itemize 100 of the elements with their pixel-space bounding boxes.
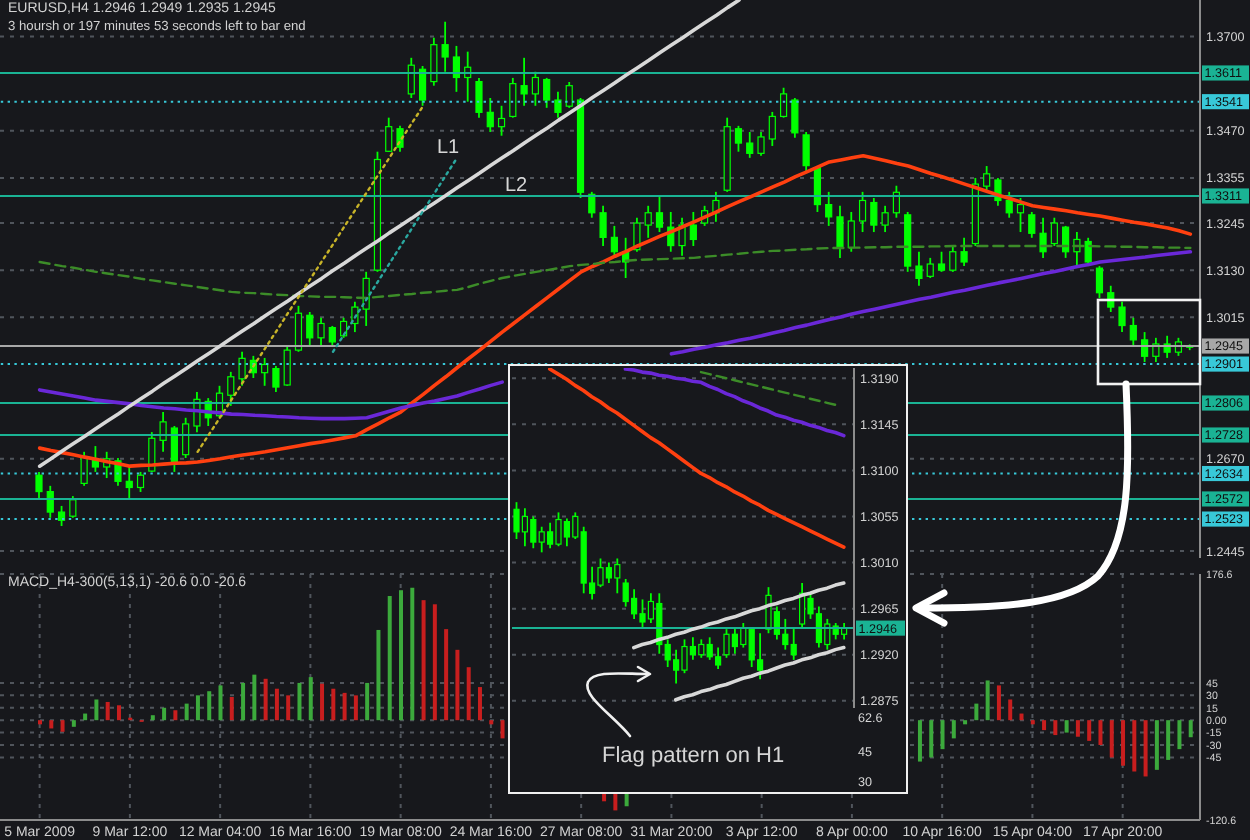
bar [207, 691, 212, 721]
candlestick [599, 204, 607, 247]
candlestick [283, 345, 291, 387]
bar [1121, 720, 1126, 766]
bar [1042, 720, 1047, 731]
candlestick [746, 131, 754, 159]
line-series [698, 369, 836, 406]
bar [116, 705, 121, 721]
candlestick [802, 131, 810, 173]
bar [399, 590, 404, 721]
candlestick [531, 70, 539, 107]
bar [1109, 720, 1114, 758]
candlestick [565, 81, 573, 109]
bar [331, 688, 336, 721]
candlestick [57, 505, 66, 527]
candlestick [734, 124, 743, 153]
candlestick [1129, 316, 1137, 347]
candlestick [136, 471, 145, 493]
bar [297, 682, 302, 721]
candlestick [159, 411, 167, 453]
bar [917, 720, 922, 762]
candlestick [1140, 331, 1149, 363]
bar [940, 720, 945, 750]
candlestick [1005, 190, 1013, 219]
candlestick [497, 104, 506, 137]
candlestick [46, 484, 54, 519]
candlestick [509, 77, 517, 119]
candlestick [1095, 265, 1104, 299]
bar [410, 587, 415, 721]
bar [1177, 720, 1182, 750]
bar [320, 683, 325, 721]
bar [477, 687, 482, 721]
line-series [196, 104, 425, 454]
candlestick [847, 211, 855, 253]
candlestick [418, 65, 427, 107]
bar [444, 629, 449, 721]
bar [241, 682, 246, 721]
candlestick [610, 225, 618, 259]
bar [252, 674, 257, 721]
bar [342, 692, 347, 721]
candlestick [1073, 231, 1081, 267]
candlestick [689, 211, 697, 247]
line-series [622, 367, 845, 437]
bar [1188, 720, 1193, 738]
candlestick [881, 204, 889, 233]
line-series [673, 644, 845, 701]
candlestick [554, 90, 562, 119]
bar [162, 707, 167, 721]
candlestick [385, 116, 393, 153]
bar [173, 710, 178, 721]
candlestick [926, 256, 934, 279]
bar [421, 600, 426, 721]
candlestick [69, 495, 77, 519]
annotation: L2 [504, 174, 528, 198]
bar [1132, 720, 1137, 772]
candlestick [756, 631, 763, 680]
candlestick [486, 97, 494, 133]
bar [500, 720, 505, 739]
bar [195, 695, 200, 721]
bar [387, 596, 392, 721]
candlestick [520, 56, 528, 107]
candlestick [858, 190, 867, 233]
candlestick [294, 304, 303, 353]
candlestick [35, 471, 43, 500]
candlestick [779, 86, 788, 119]
candlestick [1118, 300, 1126, 333]
candlestick [1152, 336, 1160, 363]
bar [1098, 720, 1103, 746]
candlestick [949, 245, 957, 273]
bar [1166, 720, 1171, 760]
candlestick [613, 556, 620, 594]
candlestick [768, 111, 776, 147]
candlestick [317, 316, 325, 347]
candlestick [1050, 216, 1058, 247]
candlestick [644, 204, 652, 239]
bar [105, 701, 110, 721]
candlestick [983, 165, 991, 193]
candlestick [182, 416, 190, 459]
candlestick [1028, 211, 1036, 239]
annotation: Flag pattern on H1 [602, 743, 785, 769]
bar [274, 688, 279, 721]
candlestick [407, 56, 415, 99]
candlestick [757, 131, 765, 157]
bar [1019, 713, 1024, 721]
bar [286, 695, 291, 721]
bar [974, 703, 979, 721]
candlestick [1016, 197, 1025, 233]
candlestick [791, 97, 799, 139]
line-series [331, 156, 459, 353]
bar [229, 697, 234, 721]
bar [71, 720, 76, 727]
candlestick [238, 350, 246, 387]
bar [83, 713, 88, 721]
bar [150, 715, 155, 721]
candlestick [475, 77, 483, 119]
bar [376, 629, 381, 721]
bar [1143, 720, 1148, 777]
candlestick [125, 465, 133, 500]
bar [94, 699, 99, 721]
candlestick [543, 77, 551, 109]
